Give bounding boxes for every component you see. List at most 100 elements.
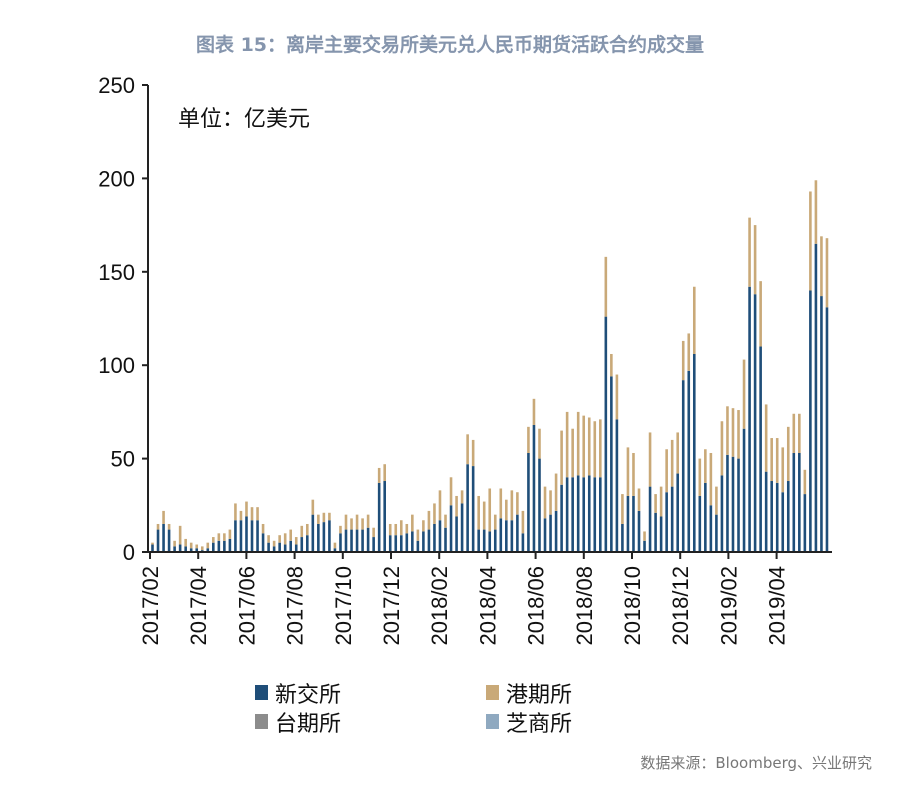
bar-港期所-51	[433, 503, 436, 524]
bar-新交所-19	[256, 520, 259, 552]
y-tick-label: 0	[123, 540, 135, 565]
bar-新交所-4	[173, 546, 176, 552]
x-tick-label: 2017/06	[234, 566, 259, 646]
bar-新交所-8	[195, 548, 199, 552]
bar-新交所-14	[228, 538, 232, 552]
bar-港期所-23	[278, 535, 281, 543]
bar-港期所-26	[294, 537, 298, 545]
bar-新交所-32	[328, 520, 331, 552]
bar-新交所-83	[610, 376, 613, 552]
bar-新交所-61	[488, 531, 492, 552]
bar-港期所-122	[825, 238, 829, 308]
bar-港期所-13	[223, 533, 226, 541]
legend-label: 芝商所	[506, 712, 572, 737]
bar-新交所-20	[261, 533, 265, 552]
x-tick-label: 2018/06	[524, 566, 549, 646]
bar-港期所-77	[576, 411, 580, 476]
bar-新交所-102	[715, 514, 718, 552]
bar-新交所-81	[599, 477, 602, 552]
bar-新交所-80	[593, 477, 597, 552]
x-tick-label: 2017/08	[283, 566, 308, 646]
bar-新交所-18	[250, 520, 254, 552]
bar-港期所-21	[267, 535, 270, 543]
bar-新交所-23	[278, 542, 281, 552]
bar-新交所-54	[449, 505, 453, 552]
bar-港期所-71	[543, 486, 547, 519]
bar-新交所-46	[405, 533, 409, 552]
bar-新交所-39	[366, 527, 370, 552]
bar-港期所-112	[770, 438, 773, 482]
bar-港期所-70	[538, 428, 541, 459]
bar-新交所-22	[272, 546, 276, 552]
bar-新交所-107	[742, 428, 746, 552]
bar-港期所-89	[643, 531, 646, 541]
bar-新交所-108	[748, 286, 751, 552]
bar-港期所-44	[394, 523, 398, 536]
bar-港期所-65	[510, 490, 514, 521]
bar-新交所-6	[184, 546, 187, 552]
bar-港期所-20	[261, 523, 265, 534]
bar-新交所-90	[648, 486, 652, 552]
bar-新交所-74	[560, 484, 563, 552]
bar-港期所-22	[272, 540, 276, 547]
bar-新交所-96	[681, 380, 685, 552]
bar-新交所-40	[372, 537, 375, 552]
bar-新交所-28	[305, 535, 309, 552]
bar-新交所-112	[770, 481, 773, 552]
bar-港期所-56	[460, 490, 464, 504]
x-tick-label: 2017/12	[379, 566, 404, 646]
bar-港期所-47	[411, 514, 414, 532]
bar-新交所-26	[294, 544, 298, 552]
bar-港期所-69	[532, 398, 536, 425]
bar-港期所-32	[328, 512, 331, 521]
bar-港期所-4	[173, 540, 176, 547]
bar-港期所-50	[427, 510, 431, 530]
bar-新交所-99	[698, 495, 702, 552]
bar-新交所-94	[670, 486, 674, 552]
y-ticks: 0 50 100 150 200 250	[98, 73, 148, 565]
legend-label: 台期所	[275, 712, 341, 737]
bar-新交所-67	[521, 533, 525, 552]
bar-港期所-5	[178, 525, 182, 545]
bar-港期所-48	[416, 529, 420, 541]
bar-新交所-66	[516, 514, 519, 552]
bar-新交所-122	[825, 307, 829, 552]
bar-新交所-114	[781, 492, 785, 552]
bar-新交所-3	[167, 529, 171, 552]
bar-新交所-110	[759, 346, 762, 552]
bar-港期所-41	[377, 467, 381, 483]
bar-新交所-38	[361, 529, 364, 552]
bar-新交所-73	[554, 510, 558, 552]
bar-新交所-115	[786, 481, 790, 552]
bar-新交所-52	[438, 520, 442, 552]
bar-港期所-28	[305, 523, 309, 536]
bar-新交所-41	[377, 482, 381, 552]
y-tick-label: 150	[98, 260, 135, 285]
x-tick-label: 2019/04	[765, 566, 790, 646]
unit-label: 单位：亿美元	[178, 107, 310, 132]
bar-港期所-49	[422, 520, 425, 532]
bar-港期所-110	[759, 281, 762, 347]
bar-新交所-75	[565, 477, 569, 552]
chart-title: 图表 15：离岸主要交易所美元兑人民币期货活跃合约成交量	[195, 34, 705, 56]
bar-新交所-119	[809, 290, 812, 552]
bar-港期所-55	[455, 495, 458, 517]
bar-港期所-88	[637, 488, 641, 511]
bar-港期所-7	[189, 542, 193, 549]
bar-港期所-14	[228, 529, 232, 539]
bar-港期所-25	[289, 529, 293, 541]
bar-港期所-16	[239, 510, 243, 521]
bar-港期所-119	[809, 191, 812, 291]
bar-港期所-45	[399, 520, 403, 536]
bar-港期所-8	[195, 544, 199, 549]
bar-新交所-0	[151, 544, 154, 552]
bar-新交所-88	[637, 510, 641, 552]
bar-港期所-101	[709, 452, 713, 506]
bar-港期所-108	[748, 217, 751, 287]
bar-港期所-98	[692, 286, 696, 354]
x-tick-label: 2018/04	[475, 566, 500, 646]
bar-港期所-97	[687, 333, 691, 371]
bar-新交所-25	[289, 540, 293, 552]
bar-新交所-57	[466, 464, 469, 552]
legend-label: 港期所	[506, 683, 572, 708]
